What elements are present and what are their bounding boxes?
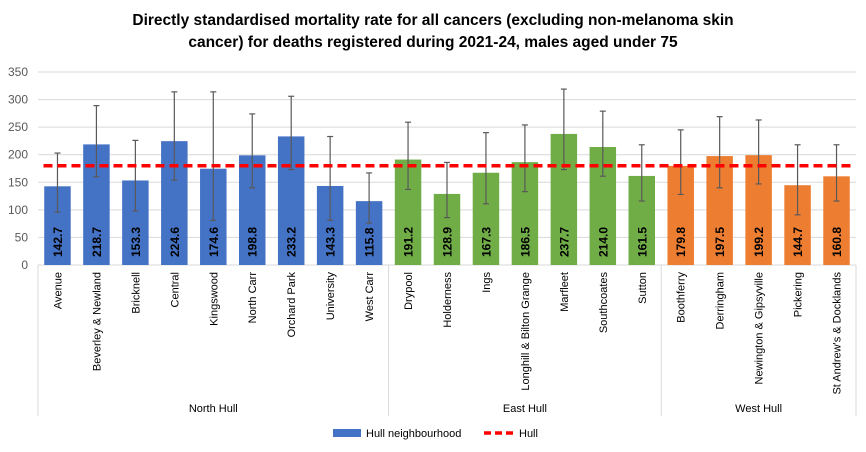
x-tick-label: Boothferry (676, 272, 688, 323)
x-tick-label: Pickering (793, 272, 805, 317)
data-label: 142.7 (51, 227, 65, 257)
data-label: 153.3 (129, 227, 143, 257)
data-label: 198.8 (246, 227, 260, 257)
chart-title-line-2: cancer) for deaths registered during 202… (188, 34, 678, 51)
y-tick-label: 350 (8, 65, 28, 79)
y-tick-label: 250 (8, 120, 28, 134)
x-tick-label: Derringham (715, 272, 727, 329)
data-label: 179.8 (674, 227, 688, 257)
data-label: 197.5 (713, 227, 727, 257)
x-tick-label: Ings (481, 272, 493, 293)
legend-label: Hull (519, 428, 538, 440)
group-label: East Hull (503, 403, 547, 415)
data-label: 143.3 (324, 227, 338, 257)
data-label: 214.0 (596, 227, 610, 257)
data-label: 237.7 (557, 227, 571, 257)
group-label: North Hull (189, 403, 238, 415)
data-label: 218.7 (90, 227, 104, 257)
y-tick-label: 200 (8, 148, 28, 162)
x-tick-label: Drypool (403, 272, 415, 310)
x-tick-label: St Andrew's & Docklands (832, 272, 844, 395)
y-tick-label: 300 (8, 93, 28, 107)
y-tick-label: 0 (21, 258, 28, 272)
chart-title-line-1: Directly standardised mortality rate for… (132, 12, 734, 29)
data-label: 128.9 (441, 227, 455, 257)
x-tick-label: Newington & Gipsyville (754, 272, 766, 385)
x-tick-label: Beverley & Newland (91, 272, 103, 371)
data-label: 186.5 (518, 227, 532, 257)
x-tick-label: Sutton (637, 272, 649, 304)
y-tick-label: 150 (8, 175, 28, 189)
x-tick-label: Orchard Park (286, 272, 298, 338)
legend-swatch-bar (333, 429, 361, 437)
legend-label: Hull neighbourhood (366, 428, 461, 440)
x-tick-label: Central (169, 272, 181, 307)
x-tick-label: Longhill & Bilton Grange (520, 272, 532, 391)
data-label: 144.7 (791, 227, 805, 257)
data-label: 160.8 (830, 227, 844, 257)
x-tick-label: North Carr (247, 272, 259, 324)
data-label: 167.3 (479, 227, 493, 257)
x-tick-label: Bricknell (130, 272, 142, 314)
data-label: 233.2 (285, 227, 299, 257)
x-tick-label: West Carr (364, 272, 376, 322)
x-tick-label: Marfleet (559, 272, 571, 312)
x-tick-label: Southcoates (598, 272, 610, 334)
data-label: 191.2 (402, 227, 416, 257)
x-tick-label: Kingswood (208, 272, 220, 326)
x-tick-label: Holderness (442, 272, 454, 328)
y-tick-label: 100 (8, 203, 28, 217)
x-tick-label: University (325, 272, 337, 321)
data-label: 199.2 (752, 227, 766, 257)
x-tick-label: Avenue (52, 272, 64, 309)
y-tick-label: 50 (15, 230, 29, 244)
data-label: 174.6 (207, 227, 221, 257)
data-label: 115.8 (363, 227, 377, 257)
group-label: West Hull (735, 403, 782, 415)
data-label: 224.6 (168, 227, 182, 257)
data-label: 161.5 (635, 227, 649, 257)
